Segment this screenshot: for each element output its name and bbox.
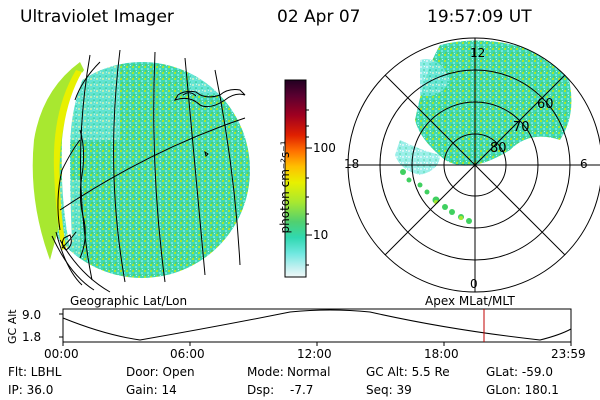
mlt-label-0: 0 <box>470 277 478 291</box>
info-dsp-label: Dsp: <box>247 383 275 397</box>
mlt-label-18: 18 <box>344 157 360 171</box>
info-glat: GLat: -59.0 <box>486 365 553 379</box>
xtick-1800: 18:00 <box>424 347 459 361</box>
mlt-label-6: 6 <box>580 157 588 171</box>
info-gc-alt: GC Alt: 5.5 Re <box>366 365 450 379</box>
colorbar-tick-100: 100 <box>313 141 336 155</box>
geographic-label: Geographic Lat/Lon <box>70 294 188 308</box>
info-ip: IP: 36.0 <box>8 383 54 397</box>
info-mode-value: Normal <box>287 365 331 379</box>
mlt-label-12: 12 <box>470 46 486 60</box>
geographic-grid <box>51 49 246 293</box>
info-seq: Seq: 39 <box>366 383 412 397</box>
instrument-title: Ultraviolet Imager <box>20 7 174 27</box>
info-filter: Flt: LBHL <box>8 365 62 379</box>
terminator-gap <box>61 72 84 248</box>
info-door: Door: Open <box>126 365 195 379</box>
observation-date: 02 Apr 07 <box>277 7 361 27</box>
mlat-label-70: 70 <box>513 120 530 135</box>
xtick-1200: 12:00 <box>297 347 332 361</box>
polar-grid <box>347 37 600 293</box>
xtick-0000: 00:00 <box>44 347 79 361</box>
altitude-ytick-9: 9.0 <box>22 308 42 322</box>
info-gain: Gain: 14 <box>126 383 177 397</box>
polar-image <box>395 40 572 175</box>
mlat-label-80: 80 <box>490 141 507 156</box>
altitude-curve <box>62 309 572 341</box>
observation-time: 19:57:09 UT <box>427 7 532 27</box>
coastline <box>61 89 246 259</box>
info-glon: GLon: 180.1 <box>486 383 559 397</box>
xtick-0600: 06:00 <box>170 347 205 361</box>
info-dsp-value: -7.7 <box>290 383 314 397</box>
altitude-plot-frame <box>62 308 572 343</box>
apex-label: Apex MLat/MLT <box>425 294 515 308</box>
dayglow-bright-band <box>53 70 82 250</box>
info-mode-label: Mode: <box>247 365 284 379</box>
mlat-label-60: 60 <box>537 97 554 112</box>
xtick-2359: 23:59 <box>551 347 586 361</box>
altitude-ytick-1: 1.8 <box>22 330 42 344</box>
colorbar-tick-10: 10 <box>313 228 329 242</box>
